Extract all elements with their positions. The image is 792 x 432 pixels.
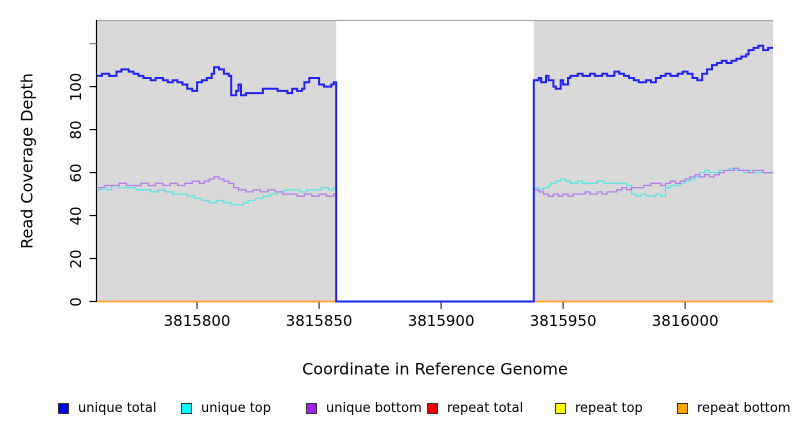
legend-swatch [427,402,438,414]
shaded-region [533,20,773,302]
y-tick-label: 20 [67,248,85,269]
y-tick-label: 60 [67,163,85,183]
legend-label: unique total [78,400,157,416]
y-tick-label: 80 [67,120,85,140]
legend-label: repeat total [447,400,524,416]
legend-item-repeat-bottom: repeat bottom [677,400,791,416]
legend-label: repeat bottom [697,400,791,416]
legend-label: repeat top [575,400,643,416]
legend-item-unique-top: unique top [181,400,272,416]
x-tick-label: 3816000 [651,312,719,330]
legend-swatch [555,402,566,414]
legend-item-repeat-top: repeat top [555,400,643,416]
legend-label: unique bottom [326,400,422,416]
x-tick-label: 3815950 [529,312,597,330]
legend-swatch [306,402,317,414]
x-tick-label: 3815850 [285,312,353,330]
legend-swatch [181,402,192,414]
series-unique-bottom-line [97,167,773,303]
y-axis-title: Read Coverage Depth [17,73,37,249]
legend-swatch [58,402,69,414]
x-tick-label: 3815900 [407,312,475,330]
legend-item-unique-total: unique total [58,400,157,416]
y-tick-label: 0 [67,296,85,307]
x-axis-title: Coordinate in Reference Genome [302,359,568,379]
series-unique-total-line [97,44,773,303]
legend-label: unique top [201,400,272,416]
legend-item-unique-bottom: unique bottom [306,400,422,416]
y-tick-label: 100 [67,72,85,101]
x-tick-label: 3815800 [163,312,231,330]
y-tick-label: 40 [67,205,85,226]
legend-swatch [677,402,688,414]
legend-item-repeat-total: repeat total [427,400,524,416]
shaded-region [97,20,337,302]
